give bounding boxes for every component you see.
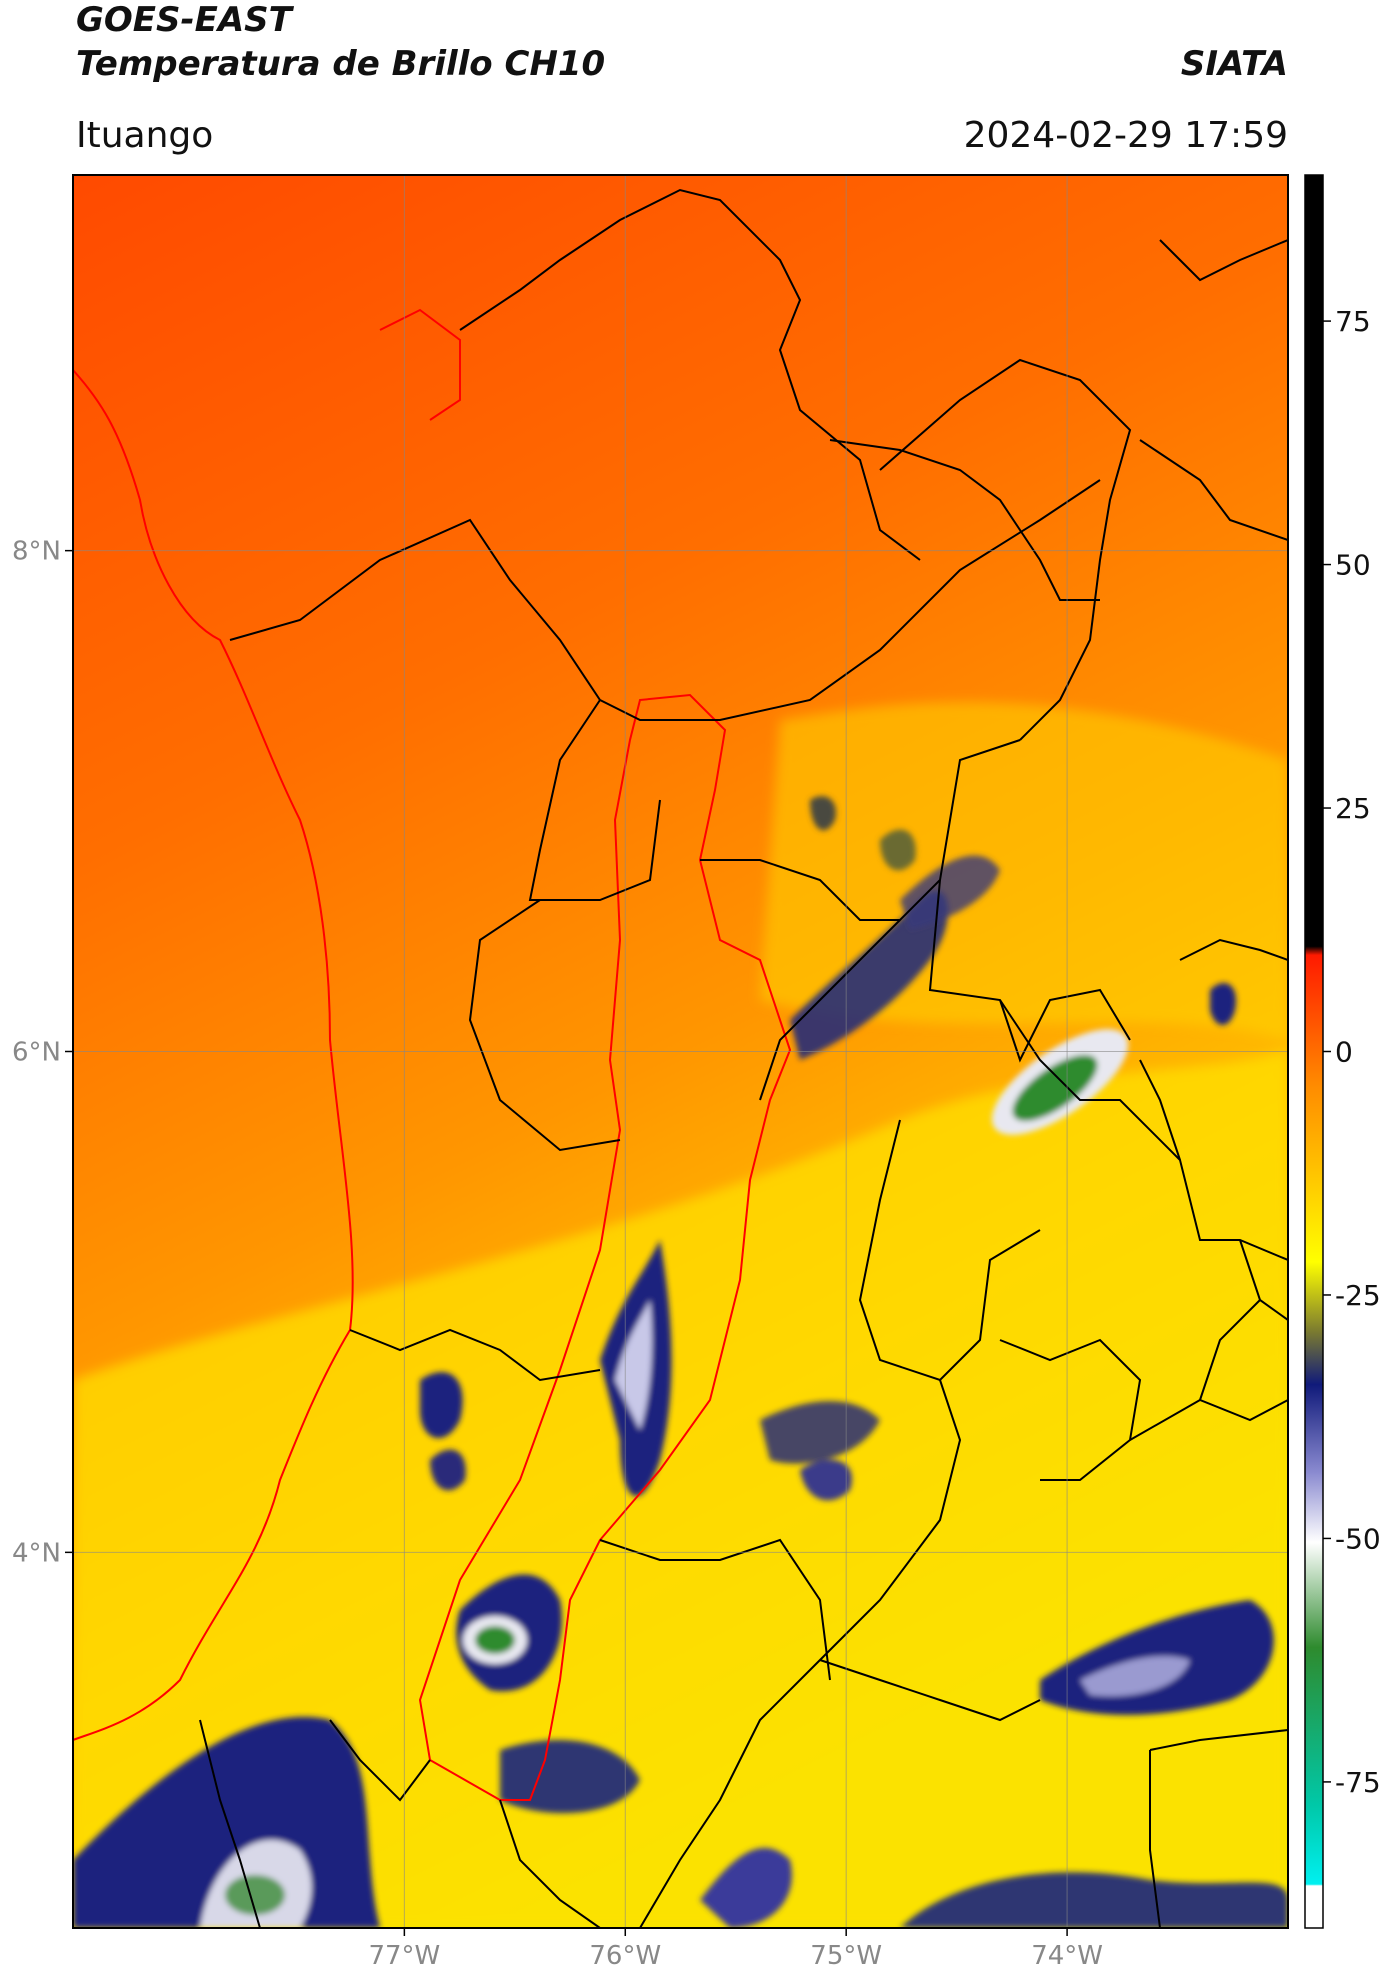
admin-boundaries <box>199 188 1288 1928</box>
colorbar-ticks: 75 50 25 0 -25 -50 -75 <box>1323 305 1381 1799</box>
gridlines <box>73 175 1288 1928</box>
location-label: Ituango <box>76 115 214 156</box>
longitude-ticks: 77°W 76°W 75°W 74°W <box>368 1928 1103 1971</box>
colorbar-tick-label: -25 <box>1335 1279 1381 1312</box>
product-title: Temperatura de Brillo CH10 <box>76 44 606 84</box>
colorbar-tick-label: -50 <box>1335 1522 1381 1555</box>
lon-tick-label: 75°W <box>810 1941 882 1971</box>
cloud-features <box>73 796 1288 1928</box>
colorbar-tick-label: -75 <box>1335 1766 1381 1799</box>
colorbar <box>1304 174 1324 1929</box>
satellite-title: GOES-EAST <box>76 0 292 40</box>
colorbar-tick-label: 0 <box>1335 1036 1353 1069</box>
lat-tick-label: 6°N <box>12 1038 61 1068</box>
lon-tick-label: 76°W <box>589 1941 661 1971</box>
colorbar-tick-label: 25 <box>1335 792 1371 825</box>
map-plot-area <box>73 175 1288 1928</box>
colorbar-tick-label: 75 <box>1335 305 1371 338</box>
basin-outline <box>73 308 792 1801</box>
lon-tick-label: 77°W <box>368 1941 440 1971</box>
lon-tick-label: 74°W <box>1031 1941 1103 1971</box>
colorbar-tick-label: 50 <box>1335 549 1371 582</box>
lat-tick-label: 4°N <box>12 1538 61 1568</box>
latitude-ticks: 8°N 6°N 4°N <box>12 537 73 1568</box>
datetime-label: 2024-02-29 17:59 <box>963 115 1288 156</box>
organization-label: SIATA <box>1180 44 1288 84</box>
lat-tick-label: 8°N <box>12 537 61 567</box>
